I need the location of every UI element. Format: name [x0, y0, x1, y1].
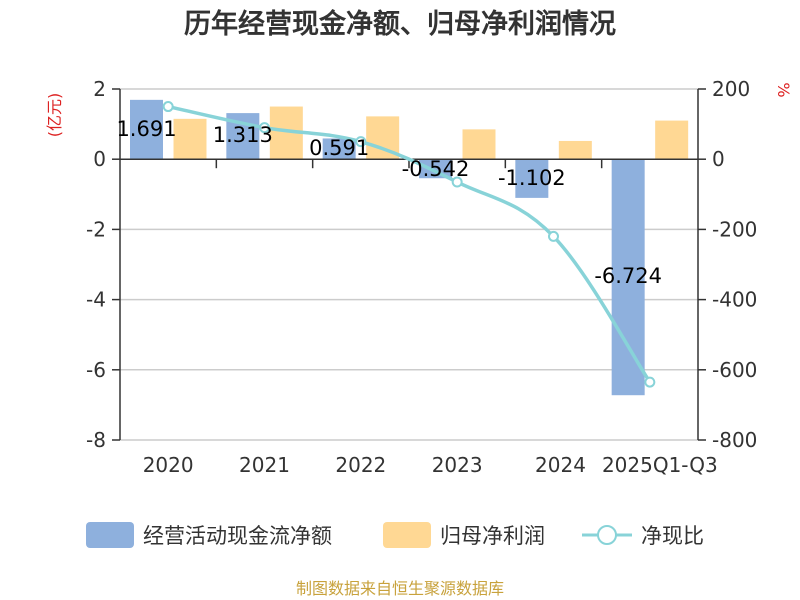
cash-flow-value-label: 0.591: [309, 136, 369, 160]
legend-label-ratio: 净现比: [641, 524, 704, 548]
cash-flow-bar: [130, 99, 163, 160]
legend: 经营活动现金流净额 归母净利润 净现比: [86, 522, 704, 548]
left-tick-label: -4: [86, 288, 106, 312]
right-tick-label: -400: [712, 288, 757, 312]
chart-title: 历年经营现金净额、归母净利润情况: [184, 8, 616, 40]
net-profit-bar: [462, 129, 496, 160]
right-tick-label: 200: [712, 77, 750, 101]
data-labels: 1.691 1.313 0.591 -0.542 -1.102 -6.724: [116, 117, 662, 288]
grid: [120, 88, 698, 441]
x-tick-label: 2025Q1-Q3: [602, 453, 718, 477]
ratio-point: [355, 136, 367, 148]
cash-flow-value-label: -1.102: [498, 166, 566, 190]
legend-label-net-profit: 归母净利润: [440, 524, 545, 548]
ratio-point: [162, 101, 174, 113]
axes: -8 -6 -4 -2 0 2 -800 -600 -400 -200 0 200 2020 2021 20…: [86, 77, 757, 477]
net-profit-bar: [173, 118, 207, 160]
ratio-point: [644, 376, 656, 388]
left-axis-unit: (亿元): [45, 93, 64, 138]
cash-flow-bar: [322, 138, 356, 160]
x-tick-label: 2020: [143, 453, 194, 477]
right-tick-label: -200: [712, 217, 757, 241]
x-tick-label: 2023: [432, 453, 483, 477]
ratio-point: [548, 230, 559, 242]
cash-flow-bar: [515, 159, 549, 198]
left-tick-label: -6: [86, 358, 106, 382]
ratio-line: [162, 101, 656, 388]
ratio-point: [451, 176, 463, 188]
cash-flow-value-label: -0.542: [402, 157, 470, 181]
legend-label-cash-flow: 经营活动现金流净额: [143, 524, 332, 548]
left-tick-label: -2: [86, 217, 106, 241]
legend-swatch-cash-flow: [86, 522, 134, 548]
x-tick-label: 2024: [535, 453, 586, 477]
ratio-point: [259, 122, 270, 134]
cash-flow-bar: [611, 159, 645, 396]
left-tick-label: 0: [93, 147, 106, 171]
legend-swatch-net-profit: [383, 522, 431, 548]
source-note: 制图数据来自恒生聚源数据库: [296, 579, 504, 598]
x-tick-label: 2021: [239, 453, 290, 477]
cash-flow-bar: [419, 159, 452, 179]
right-tick-label: 0: [712, 147, 725, 171]
left-tick-label: -8: [86, 428, 106, 452]
net-profit-bar: [558, 140, 592, 160]
legend-marker-ratio: [597, 525, 617, 545]
cash-flow-value-label: 1.691: [116, 117, 176, 141]
net-profit-bar: [655, 120, 689, 160]
right-axis-unit: %: [774, 82, 793, 97]
left-tick-label: 2: [93, 77, 106, 101]
right-tick-label: -800: [712, 428, 757, 452]
cash-flow-value-label: 1.313: [213, 123, 273, 147]
cash-flow-value-label: -6.724: [594, 264, 662, 288]
x-tick-label: 2022: [335, 453, 386, 477]
right-tick-label: -600: [712, 358, 757, 382]
